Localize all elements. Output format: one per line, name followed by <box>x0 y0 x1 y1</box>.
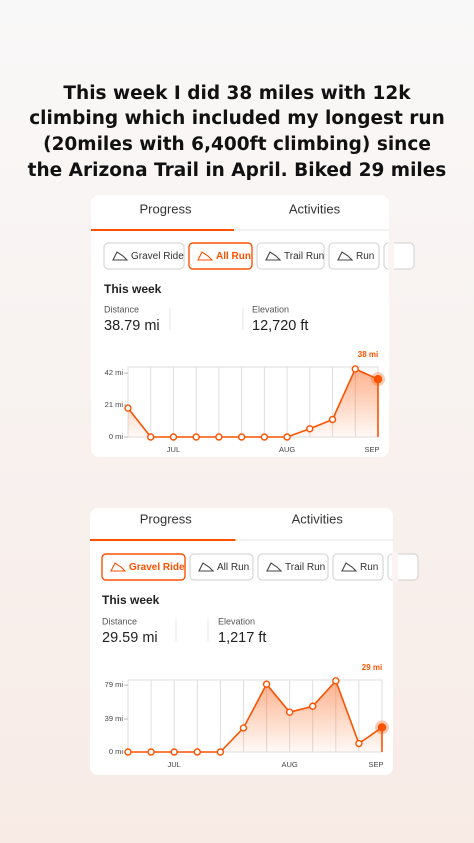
filter-chip[interactable] <box>257 553 329 581</box>
y-tick-label: 39 mi <box>105 714 124 723</box>
chip-label[interactable]: All Run <box>217 562 249 573</box>
point <box>169 433 178 441</box>
point <box>216 748 225 756</box>
point <box>351 365 359 373</box>
caption-line: climbing which included my longest run <box>29 108 445 129</box>
chip-icon <box>266 562 283 572</box>
point <box>262 680 271 688</box>
stat-label: Distance <box>102 616 137 626</box>
point <box>309 702 317 710</box>
point <box>285 708 294 716</box>
line <box>128 679 383 753</box>
point <box>373 374 383 384</box>
chip-label[interactable]: Run <box>360 562 378 573</box>
stat-label: Distance <box>104 304 139 314</box>
x-tick-label: AUG <box>279 445 295 454</box>
tab[interactable]: Activities <box>292 511 344 526</box>
point <box>332 677 340 685</box>
chip-icon <box>341 562 358 572</box>
chip-icon <box>198 562 215 572</box>
point <box>192 433 200 441</box>
chip-label[interactable]: Gravel Ride <box>131 251 184 262</box>
tab[interactable]: Progress <box>139 201 192 216</box>
caption-line: (20miles with 6,400ft climbing) since <box>43 134 431 155</box>
point <box>355 739 363 748</box>
point <box>237 433 246 441</box>
point <box>306 425 314 433</box>
filter-chip[interactable] <box>332 553 384 581</box>
point <box>328 415 337 424</box>
chip-label[interactable]: Gravel Ride <box>129 562 185 573</box>
stat-label: Elevation <box>252 304 289 314</box>
tab[interactable]: Activities <box>289 201 341 216</box>
filter-chip[interactable] <box>103 242 185 270</box>
point <box>215 433 223 441</box>
y-tick-label: 0 mi <box>109 747 124 756</box>
x-tick-label: AUG <box>282 760 298 769</box>
filter-chip[interactable] <box>328 242 380 270</box>
filter-chip[interactable] <box>256 242 325 270</box>
week-label: This week <box>104 282 162 296</box>
point <box>377 723 387 732</box>
chip-label[interactable]: Trail Run <box>285 562 325 573</box>
chip-label[interactable]: All Run <box>216 251 251 262</box>
y-tick-label: 42 mi <box>105 368 124 377</box>
point <box>260 433 269 441</box>
caption-line: This week I did 38 miles with 12k <box>63 83 411 104</box>
chip-icon <box>110 562 127 572</box>
area <box>128 680 382 752</box>
point <box>239 724 248 732</box>
point <box>124 748 132 756</box>
filter-chip[interactable] <box>188 242 253 270</box>
card-edge <box>388 241 394 271</box>
point <box>124 404 132 412</box>
y-tick-label: 21 mi <box>105 400 124 409</box>
y-tick-label: 0 mi <box>109 432 124 441</box>
chip-label[interactable]: Trail Run <box>284 251 324 262</box>
chip-icon <box>265 251 282 261</box>
stat-value: 38.79 mi <box>104 318 160 334</box>
chip-label[interactable]: Run <box>356 251 374 262</box>
week-label: This week <box>102 593 160 607</box>
point <box>193 748 201 756</box>
filter-chip[interactable] <box>189 553 254 581</box>
point <box>147 748 155 756</box>
filter-chip[interactable] <box>101 553 186 581</box>
point <box>170 748 178 756</box>
point <box>283 433 291 441</box>
y-tick-label: 79 mi <box>105 680 124 689</box>
x-tick-label: JUL <box>168 760 181 769</box>
x-tick-label: SEP <box>364 445 379 454</box>
stat-value: 12,720 ft <box>252 318 308 334</box>
chip-icon <box>197 251 214 261</box>
card-edge <box>392 552 398 582</box>
value-label: 29 mi <box>362 663 382 672</box>
chip-icon <box>337 251 354 261</box>
line <box>127 367 379 438</box>
stat-label: Elevation <box>218 616 255 626</box>
x-tick-label: JUL <box>167 445 180 454</box>
chip-icon <box>112 251 129 261</box>
x-tick-label: SEP <box>368 760 383 769</box>
stat-value: 1,217 ft <box>218 630 266 646</box>
tab[interactable]: Progress <box>140 511 193 526</box>
stat-value: 29.59 mi <box>102 630 158 646</box>
point <box>147 433 155 441</box>
value-label: 38 mi <box>358 350 378 359</box>
caption-line: the Arizona Trail in April. Biked 29 mil… <box>28 160 447 181</box>
